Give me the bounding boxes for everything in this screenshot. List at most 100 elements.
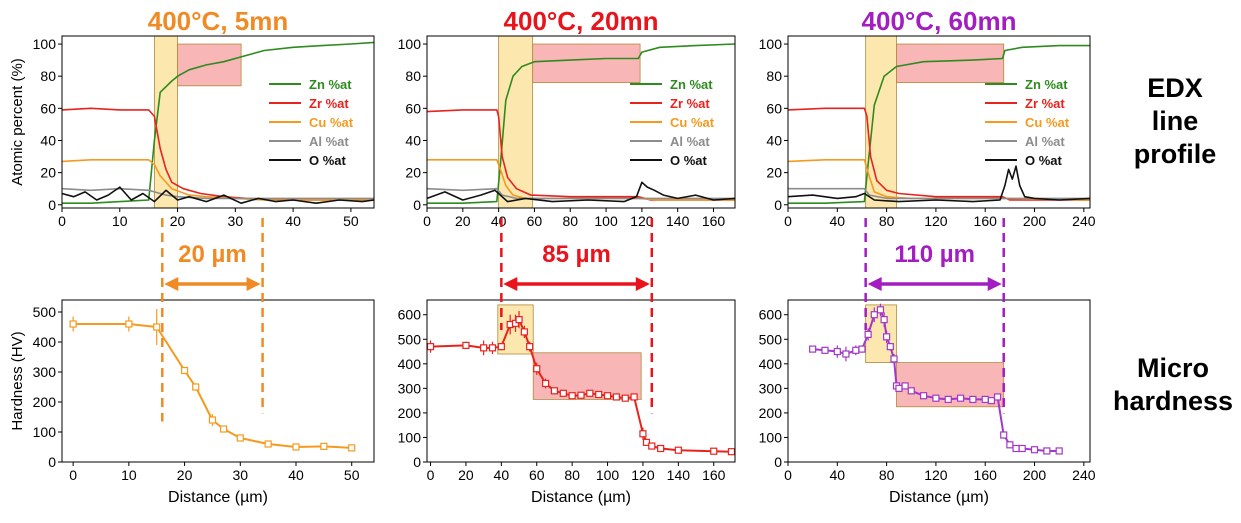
x-tick-label: 160 — [974, 467, 998, 483]
data-point — [639, 430, 647, 438]
gap-width-label: 20 µm — [178, 241, 247, 268]
data-point — [488, 344, 497, 352]
highlight-band-2-0 — [865, 35, 897, 209]
data-point — [462, 341, 470, 350]
data-point — [264, 440, 272, 448]
y-tick-label: 100 — [398, 429, 422, 445]
x-tick-label: 10 — [121, 467, 137, 483]
x-tick-label: 240 — [1072, 467, 1096, 483]
series-line-znat — [788, 44, 1090, 204]
y-axis-label: Atomic percent (%) — [9, 58, 26, 186]
series-line-hardness — [73, 323, 352, 449]
data-point — [292, 443, 300, 451]
y-tick-label: 500 — [33, 304, 57, 320]
data-point — [515, 316, 523, 324]
y-tick-label: 400 — [759, 356, 783, 372]
plot-frame — [426, 299, 736, 463]
x-axis-label: Distance (µm) — [531, 489, 631, 506]
y-tick-label: 200 — [398, 405, 422, 421]
data-point — [426, 343, 435, 351]
y-tick-label: 0 — [48, 197, 56, 213]
data-point — [648, 442, 656, 450]
data-point — [219, 425, 228, 433]
micro-label-line1: Micro — [1136, 353, 1209, 383]
y-tick-label: 80 — [40, 68, 56, 84]
data-point — [595, 390, 603, 399]
data-point — [153, 323, 161, 331]
data-point — [630, 393, 638, 401]
data-point — [568, 392, 576, 400]
x-tick-label: 0 — [423, 213, 431, 229]
gap-arrowhead-left — [867, 277, 882, 291]
data-point — [533, 365, 541, 373]
x-tick-label: 80 — [564, 467, 580, 483]
gap-arrowhead-right — [635, 277, 650, 291]
data-point — [236, 434, 244, 442]
y-tick-label: 20 — [405, 165, 421, 181]
y-tick-label: 80 — [405, 68, 421, 84]
y-tick-label: 100 — [759, 429, 783, 445]
data-point — [890, 355, 898, 363]
x-tick-label: 160 — [702, 213, 726, 229]
data-point — [710, 447, 718, 455]
legend-entry: Al %at — [309, 134, 349, 149]
gap-arrowhead-left — [503, 277, 518, 291]
y-tick-label: 60 — [40, 100, 56, 116]
data-point — [497, 343, 505, 351]
x-tick-label: 80 — [879, 467, 895, 483]
data-point — [919, 392, 928, 400]
data-point — [526, 343, 534, 351]
data-point — [577, 391, 585, 399]
data-point — [858, 345, 866, 353]
gap-arrowhead-right — [987, 277, 1002, 291]
data-point — [621, 394, 629, 402]
legend-entry: Zr %at — [1025, 96, 1065, 111]
data-point — [1018, 444, 1026, 453]
data-point — [876, 306, 885, 314]
y-tick-label: 60 — [405, 100, 421, 116]
gap-arrowhead-right — [246, 277, 261, 291]
series-line-alat — [426, 187, 735, 200]
x-tick-label: 0 — [427, 467, 435, 483]
y-tick-label: 40 — [405, 132, 421, 148]
data-point — [907, 387, 915, 395]
data-point — [612, 393, 621, 401]
data-point — [586, 389, 594, 397]
data-point — [559, 389, 567, 397]
edx-side-label: EDX line profile — [1115, 72, 1235, 171]
data-point — [993, 393, 1002, 401]
y-tick-label: 100 — [398, 36, 422, 52]
data-point — [1055, 447, 1063, 455]
data-point — [180, 366, 189, 375]
panel-title: 400°C, 60mn — [862, 6, 1017, 36]
legend-entry: Zr %at — [670, 96, 710, 111]
y-axis-label: Hardness (HV) — [9, 331, 26, 430]
data-point — [842, 350, 850, 358]
y-tick-label: 0 — [774, 454, 782, 470]
x-tick-label: 20 — [170, 213, 186, 229]
x-tick-label: 40 — [830, 213, 846, 229]
data-point — [657, 444, 665, 453]
y-tick-label: 80 — [766, 68, 782, 84]
x-tick-label: 40 — [494, 467, 510, 483]
x-tick-label: 40 — [491, 213, 507, 229]
data-point — [208, 416, 217, 424]
x-tick-label: 40 — [288, 467, 304, 483]
data-point — [901, 382, 909, 390]
plot-frame — [61, 35, 375, 209]
y-tick-label: 0 — [413, 197, 421, 213]
y-tick-label: 100 — [33, 36, 57, 52]
x-tick-label: 60 — [529, 467, 545, 483]
gap-width-label: 85 µm — [542, 241, 611, 268]
series-line-oat — [61, 186, 375, 204]
data-point — [833, 347, 841, 356]
data-point — [1006, 441, 1014, 449]
x-tick-label: 0 — [69, 467, 77, 483]
data-point — [864, 330, 872, 338]
x-tick-label: 50 — [344, 467, 360, 483]
x-tick-label: 60 — [527, 213, 543, 229]
data-point — [1030, 446, 1039, 454]
series-line-oat — [787, 165, 1091, 203]
x-tick-label: 50 — [343, 213, 359, 229]
